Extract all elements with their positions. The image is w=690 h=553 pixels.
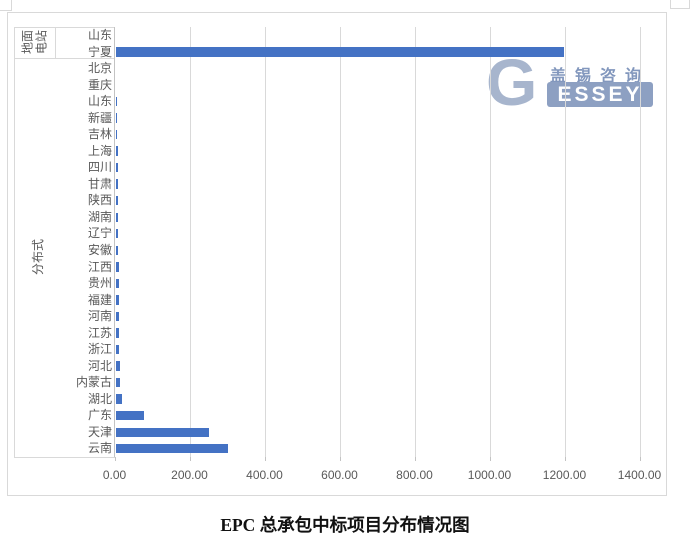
category-label: 湖南 [87,209,112,224]
category-label: 山东 [87,28,112,42]
cell-gridline-fragment [11,0,12,10]
category-label: 重庆 [87,77,112,92]
category-label: 江苏 [87,325,112,340]
category-label: 四川 [87,160,112,175]
axis-tick [339,457,341,461]
gessey-english-name: ESSEY [547,82,653,107]
bar[interactable] [115,295,119,305]
gessey-g-icon: G [486,45,538,119]
axis-tick [264,457,266,461]
bar[interactable] [115,444,228,454]
cell-gridline-fragment [0,10,12,11]
x-tick-label: 400.00 [246,468,283,482]
axis-tick [639,457,641,461]
x-tick-label: 0.00 [102,468,127,482]
gridline [564,27,566,457]
gessey-chinese-name: 盖锡咨询 [550,68,651,85]
label-band-top-border [14,27,115,28]
category-label: 福建 [87,292,112,307]
bar[interactable] [115,162,118,173]
gridline [414,27,416,457]
category-label: 天津 [87,424,112,439]
bar[interactable] [115,195,118,206]
x-tick-label: 800.00 [396,468,433,482]
bar[interactable] [115,410,144,421]
category-axis-line [114,27,115,457]
bar[interactable] [115,179,118,189]
bar[interactable] [115,311,119,322]
category-label: 河北 [87,358,112,373]
bar[interactable] [115,47,564,57]
axis-tick [189,457,191,461]
label-band-left-border [14,27,15,458]
bar[interactable] [115,427,210,437]
category-label: 安徽 [87,242,112,257]
axis-tick [564,457,566,461]
gessey-watermark-logo: G 盖锡咨询 ESSEY [486,49,656,115]
bar[interactable] [115,245,119,255]
category-label: 宁夏 [87,44,112,59]
category-label: 新疆 [87,110,112,125]
category-label: 江西 [87,259,112,274]
bar[interactable] [115,394,123,404]
gridline [189,27,191,457]
category-label: 北京 [87,61,112,76]
category-label: 云南 [87,441,112,456]
axis-tick [414,457,416,461]
category-label: 湖北 [87,391,112,406]
axis-tick [114,457,116,461]
category-label: 广东 [87,408,112,423]
gridline [489,27,491,457]
category-label: 上海 [87,143,112,158]
bar[interactable] [115,146,118,156]
category-label: 贵州 [87,276,112,291]
category-label: 内蒙古 [75,375,112,390]
x-tick-label: 200.00 [171,468,208,482]
bar[interactable] [115,113,118,123]
chart-title: EPC 总承包中标项目分布情况图 [220,515,470,535]
category-label: 河南 [87,309,112,324]
bar[interactable] [115,262,119,272]
bar[interactable] [115,328,120,338]
bar[interactable] [115,96,118,107]
bar[interactable] [115,229,119,239]
gridline [264,27,266,457]
x-tick-label: 600.00 [321,468,358,482]
category-label: 吉林 [87,127,112,142]
category-label: 山东 [87,94,112,109]
category-label: 浙江 [87,342,112,357]
group-separator-line [14,58,115,59]
gridline [639,27,641,457]
bar[interactable] [115,344,120,355]
gridline [339,27,341,457]
category-label: 陕西 [87,193,112,208]
bar[interactable] [115,377,121,388]
cell-gridline-fragment [670,8,690,9]
x-tick-label: 1000.00 [467,468,512,482]
x-tick-label: 1200.00 [542,468,587,482]
bar[interactable] [115,129,118,140]
bar[interactable] [115,361,120,371]
group-label-cell-border [55,27,56,58]
category-label: 甘肃 [87,176,112,191]
bar[interactable] [115,278,119,289]
x-tick-label: 1400.00 [617,468,662,482]
cell-gridline-fragment [670,0,671,8]
category-label: 辽宁 [87,226,112,241]
bar[interactable] [115,212,118,222]
label-band-bottom-border [14,457,115,458]
axis-tick [489,457,491,461]
